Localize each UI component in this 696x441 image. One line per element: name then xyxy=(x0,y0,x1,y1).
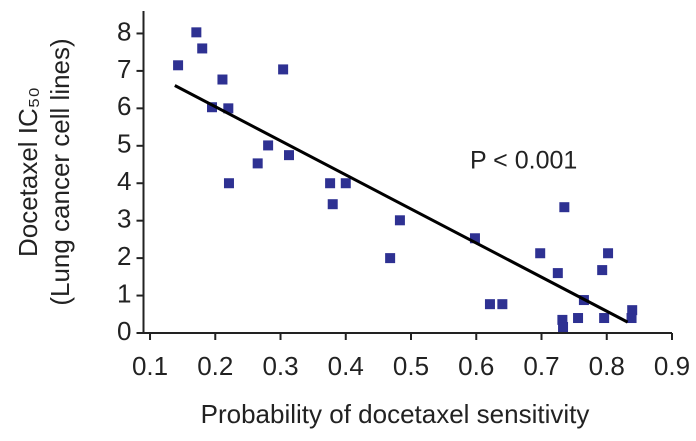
point xyxy=(559,202,570,213)
point xyxy=(535,248,546,259)
point xyxy=(627,305,638,316)
y-axis-title: Docetaxel IC₅₀ xyxy=(13,87,43,257)
y-tick-label: 0 xyxy=(117,316,131,346)
trend-line xyxy=(174,84,629,324)
y-tick-label: 4 xyxy=(117,166,131,196)
point xyxy=(385,253,396,264)
point xyxy=(191,27,202,38)
x-tick-label: 0.5 xyxy=(393,351,429,381)
point xyxy=(327,199,338,210)
x-tick-label: 0.4 xyxy=(328,351,364,381)
y-tick-label: 2 xyxy=(117,241,131,271)
point xyxy=(197,43,208,54)
point xyxy=(340,178,351,189)
point xyxy=(223,103,234,114)
point xyxy=(252,158,263,169)
y-tick-label: 8 xyxy=(117,16,131,46)
y-tick-label: 6 xyxy=(117,91,131,121)
x-tick-label: 0.1 xyxy=(132,351,168,381)
point xyxy=(599,313,610,324)
y-tick-label: 1 xyxy=(117,278,131,308)
point xyxy=(394,215,405,226)
point xyxy=(207,102,218,113)
point xyxy=(469,233,480,244)
point xyxy=(284,150,295,161)
point xyxy=(552,268,563,279)
x-tick-label: 0.2 xyxy=(197,351,233,381)
y-tick-label: 3 xyxy=(117,204,131,234)
point xyxy=(223,178,234,189)
y-axis-title: (Lung cancer cell lines) xyxy=(45,38,75,305)
point xyxy=(497,299,508,310)
x-tick-label: 0.7 xyxy=(523,351,559,381)
point xyxy=(557,314,568,325)
point xyxy=(603,248,614,259)
point xyxy=(597,265,608,276)
annotation: P < 0.001 xyxy=(470,147,577,175)
point xyxy=(217,74,228,85)
x-tick-label: 0.3 xyxy=(262,351,298,381)
x-tick-label: 0.9 xyxy=(654,351,690,381)
point xyxy=(573,313,584,324)
point xyxy=(484,299,495,310)
x-axis-title: Probability of docetaxel sensitivity xyxy=(201,399,590,429)
point xyxy=(626,313,637,324)
point xyxy=(325,178,336,189)
point xyxy=(173,60,184,71)
x-tick-label: 0.6 xyxy=(458,351,494,381)
point xyxy=(263,140,274,151)
point xyxy=(278,64,289,75)
y-tick-label: 5 xyxy=(117,129,131,159)
x-tick-label: 0.8 xyxy=(589,351,625,381)
y-tick-label: 7 xyxy=(117,54,131,84)
point xyxy=(558,322,569,333)
